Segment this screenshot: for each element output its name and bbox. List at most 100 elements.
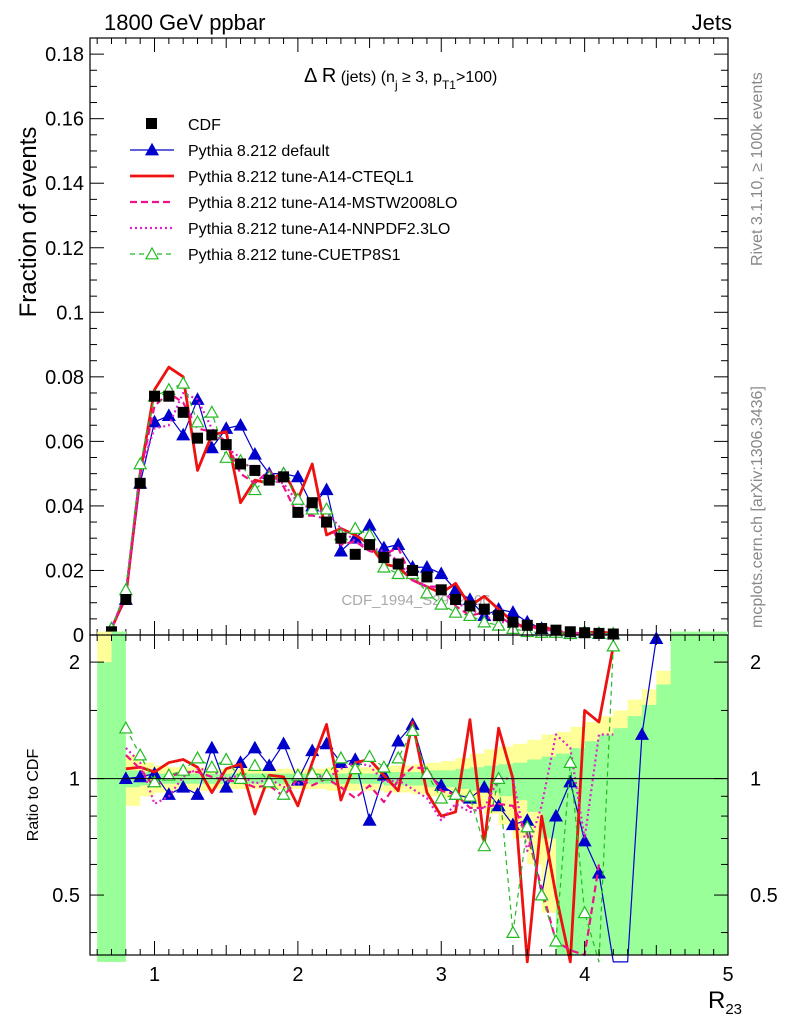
ratio-point-cuetp	[606, 638, 621, 652]
ratio-point-cuetp	[204, 759, 219, 773]
ytick-label: 0.08	[45, 367, 84, 389]
point-default	[233, 418, 248, 431]
ratio-point-default	[247, 740, 262, 754]
ratio-line-cuetp	[125, 646, 614, 963]
point-cdf	[220, 439, 232, 451]
header-right: Jets	[692, 10, 732, 35]
legend-label: Pythia 8.212 tune-CUETP8S1	[188, 247, 401, 264]
point-default	[333, 543, 348, 557]
ratio-ytick-label-right: 1	[750, 769, 761, 791]
point-cuetp	[391, 566, 406, 580]
point-cdf	[493, 610, 505, 622]
point-cdf	[478, 603, 490, 615]
ratio-point-cuetp	[362, 749, 377, 762]
ratio-point-default	[634, 727, 649, 740]
point-cuetp	[376, 559, 391, 573]
ratio-point-cuetp	[577, 905, 592, 919]
point-cdf	[177, 406, 189, 418]
point-cuetp	[434, 597, 449, 610]
ratio-point-default	[391, 733, 406, 747]
ytick-label: 0.12	[45, 238, 84, 260]
point-cdf	[120, 594, 132, 606]
legend-label: Pythia 8.212 default	[188, 143, 330, 160]
ylabel-ratio: Ratio to CDF	[25, 749, 42, 842]
ratio-bands	[97, 631, 729, 962]
ytick-label: 0.1	[56, 302, 84, 324]
ratio-point-default	[118, 771, 133, 784]
point-cdf	[349, 548, 361, 560]
ratio-point-cuetp	[147, 774, 162, 788]
ratio-point-default	[190, 787, 205, 800]
point-cdf	[521, 619, 533, 631]
point-cdf	[407, 564, 419, 576]
ratio-point-cuetp	[247, 758, 262, 772]
title-mid: ≥ 3, p	[398, 69, 442, 86]
ratio-point-cuetp	[391, 750, 406, 764]
point-default	[434, 566, 449, 580]
band-green	[97, 631, 729, 962]
legend-label: Pythia 8.212 tune-A14-CTEQL1	[188, 169, 414, 186]
point-cdf	[306, 497, 318, 509]
ratio-point-cuetp	[376, 759, 391, 773]
point-cuetp	[477, 614, 492, 628]
ratio-ytick-label: 0.5	[52, 885, 80, 907]
point-default	[290, 469, 305, 483]
title-sub2: T1	[442, 78, 456, 92]
ytick-label: 0.14	[45, 173, 84, 195]
point-cdf	[321, 516, 333, 528]
ratio-point-cuetp	[548, 933, 563, 947]
ratio-point-cuetp	[219, 752, 234, 765]
xtick-label: 3	[436, 964, 447, 986]
point-cdf	[421, 571, 433, 583]
ratio-axes: 1 2 3 4 5 0.5 0.5 1 1 2 2	[52, 634, 778, 986]
ratio-series-group	[90, 631, 728, 964]
point-cuetp	[319, 501, 334, 515]
point-cuetp	[305, 501, 320, 515]
xtick-label: 1	[149, 964, 160, 986]
point-cdf	[163, 390, 175, 402]
ratio-point-cuetp	[563, 755, 578, 768]
point-cdf	[192, 432, 204, 444]
point-cuetp	[247, 482, 262, 496]
ratio-point-cuetp	[161, 768, 176, 781]
mcplots-label: mcplots.cern.ch [arXiv:1306.3436]	[749, 386, 766, 628]
series-line-nnpdf	[110, 391, 614, 636]
legend: CDF Pythia 8.212 default Pythia 8.212 tune…	[130, 117, 457, 264]
point-cdf	[464, 600, 476, 612]
ratio-point-cuetp	[319, 768, 334, 781]
ratio-point-default	[161, 787, 176, 800]
ratio-point-default	[262, 758, 277, 772]
point-cdf	[292, 506, 304, 518]
point-cdf	[278, 471, 290, 483]
ratio-point-cuetp	[133, 747, 148, 761]
ratio-point-default	[276, 736, 291, 750]
ratio-point-default	[563, 774, 578, 788]
ratio-point-default	[591, 865, 606, 879]
point-cdf	[206, 429, 218, 441]
ratio-point-cuetp	[118, 720, 133, 734]
ratio-line-mstw	[125, 754, 601, 957]
point-default	[247, 447, 262, 460]
point-cuetp	[348, 521, 363, 534]
title-sub1: j	[394, 78, 398, 92]
legend-marker-default	[144, 142, 160, 156]
point-cdf	[392, 558, 404, 570]
point-cdf	[507, 616, 519, 628]
ytick-label: 0.06	[45, 431, 84, 453]
point-cuetp	[204, 405, 219, 418]
ratio-point-cuetp	[348, 761, 363, 775]
ratio-point-default	[577, 833, 592, 847]
point-cuetp	[419, 585, 434, 599]
ylabel-main: Fraction of events	[15, 127, 42, 318]
ratio-point-cuetp	[176, 763, 191, 776]
title-main: Δ R	[304, 65, 336, 87]
ratio-point-cuetp	[190, 750, 205, 764]
xtick-label: 2	[292, 964, 303, 986]
ytick-label: 0.02	[45, 560, 84, 582]
xlabel-main: R	[708, 987, 725, 1014]
ratio-point-cuetp	[534, 887, 549, 901]
point-cuetp	[176, 376, 191, 389]
ratio-ytick-label: 2	[69, 652, 80, 674]
point-cdf	[435, 584, 447, 596]
